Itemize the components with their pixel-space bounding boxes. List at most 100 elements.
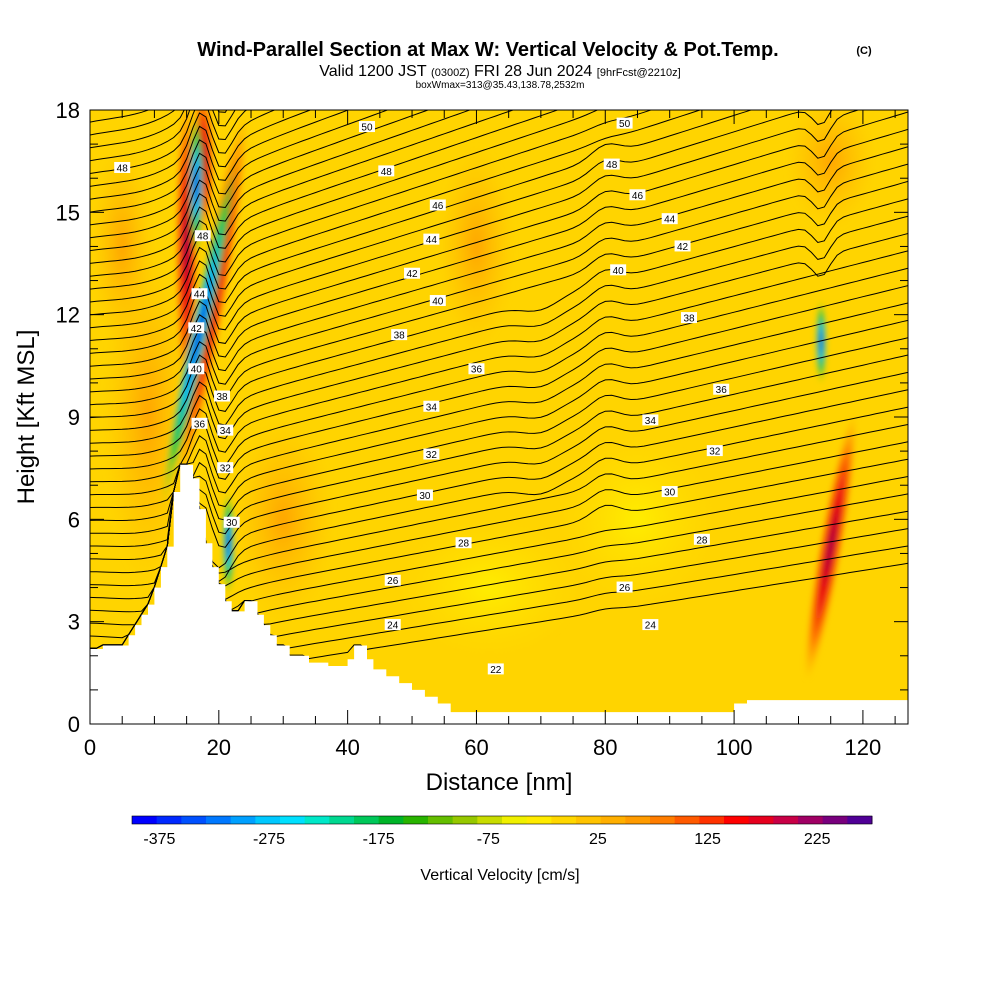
contour-label-box (706, 445, 723, 457)
colorbar-cell (428, 816, 454, 824)
contour-label-box (487, 663, 504, 675)
contour-label: 34 (220, 426, 232, 437)
x-tick-label: 100 (716, 735, 753, 760)
contour-label: 26 (619, 583, 631, 594)
isentrope (90, 110, 860, 354)
isentrope (90, 110, 276, 187)
y-tick-label: 0 (68, 712, 80, 737)
isentrope (90, 110, 515, 264)
colorbar-cells (131, 815, 873, 825)
contour-label: 44 (426, 235, 438, 246)
contour-label: 40 (191, 365, 203, 376)
contour-label-box (217, 424, 234, 436)
isentrope (90, 285, 908, 496)
y-tick-label: 18 (56, 98, 80, 123)
colorbar-cell (206, 816, 232, 824)
colorbar-cell (354, 816, 380, 824)
isentrope (90, 111, 908, 367)
contour-label-box (642, 414, 659, 426)
colorbar-cell (551, 816, 577, 824)
contour-label-box (423, 233, 440, 245)
contour-label-box (191, 288, 208, 300)
y-tick-label: 6 (68, 507, 80, 532)
x-tick-label: 20 (207, 735, 231, 760)
colorbar-tick-label: -175 (363, 831, 395, 848)
isentrope (90, 215, 908, 444)
isentrope (90, 96, 908, 109)
contour-label: 44 (194, 290, 206, 301)
colorbar-cell (280, 816, 306, 824)
contour-label: 42 (677, 242, 689, 253)
colorbar: -375 -275 -175 -75 25 125 225 Vertical Velocit… (131, 815, 873, 884)
contour-label: 46 (432, 201, 444, 212)
colorbar-cell (156, 816, 182, 824)
contour-label: 44 (664, 215, 676, 226)
contour-label: 32 (220, 464, 232, 475)
isentrope (90, 110, 753, 329)
colorbar-cell (773, 816, 799, 824)
x-tick-label: 80 (593, 735, 617, 760)
colorbar-cell (403, 816, 429, 824)
contour-label-box (378, 165, 395, 177)
contour-label-box (616, 581, 633, 593)
velocity-cell (560, 434, 715, 605)
contour-label: 50 (619, 119, 631, 130)
colorbar-cell (625, 816, 651, 824)
colorbar-cell (748, 816, 774, 824)
contour-label: 32 (426, 450, 438, 461)
subtitle-forecast: [9hrFcst@2210z] (597, 67, 681, 79)
colorbar-tick-label: 125 (694, 831, 721, 848)
isentrope (90, 354, 908, 548)
contour-label: 30 (226, 518, 238, 529)
isentrope (90, 371, 908, 560)
isentrope (90, 110, 833, 341)
isentrope (90, 110, 472, 252)
contour-label: 38 (683, 314, 695, 325)
contour-label: 26 (387, 576, 399, 587)
velocity-cell (90, 144, 155, 349)
contour-label-box (358, 121, 375, 133)
contour-label-box (629, 189, 646, 201)
contour-label-box (674, 240, 691, 252)
plot-area: 48 50 50 48 48 46 46 44 44 42 42 40 40 38 38 36 36 34 34 32… (90, 96, 908, 724)
contour-label: 32 (709, 447, 721, 458)
isentrope (90, 110, 653, 303)
isentrope (90, 110, 312, 200)
velocity-cell (231, 416, 335, 622)
colorbar-ticks: -375 -275 -175 -75 25 125 225 (143, 831, 830, 848)
contour-label-box (194, 230, 211, 242)
isentrope (90, 110, 599, 290)
chart-title: Wind-Parallel Section at Max W: Vertical… (197, 39, 778, 61)
title-mark: (C) (856, 45, 872, 57)
isentrope (90, 198, 908, 431)
x-axis: 0 20 40 60 80 100 120 (84, 110, 896, 760)
contour-label: 40 (432, 297, 444, 308)
isentrope (90, 424, 908, 600)
contour-label-box (610, 264, 627, 276)
contour-label: 24 (387, 621, 399, 632)
isentrope (90, 110, 350, 213)
x-tick-label: 0 (84, 735, 96, 760)
y-axis-label: Height [Kft MSL] (13, 330, 40, 505)
x-tick-label: 40 (335, 735, 359, 760)
contour-label-box (191, 417, 208, 429)
contour-label-box (661, 213, 678, 225)
box-info: boxWmax=313@35.43,138.78,2532m (416, 80, 585, 91)
colorbar-cell (600, 816, 626, 824)
contour-label-box (188, 363, 205, 375)
contour-label-box (223, 516, 240, 528)
contour-label: 36 (716, 385, 728, 396)
isentrope (90, 110, 702, 316)
contour-label: 48 (381, 167, 393, 178)
contour-label-box (423, 448, 440, 460)
colorbar-frame (131, 815, 873, 825)
colorbar-cell (181, 816, 207, 824)
contour-label-box (114, 161, 131, 173)
contour-label-box (188, 322, 205, 334)
colorbar-label: Vertical Velocity [cm/s] (420, 867, 579, 884)
colorbar-tick-label: 25 (589, 831, 607, 848)
contour-label: 50 (361, 123, 373, 134)
isentrope (90, 250, 908, 470)
